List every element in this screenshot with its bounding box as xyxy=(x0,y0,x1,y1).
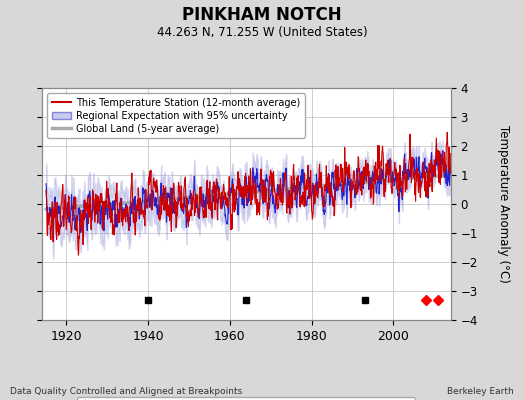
Text: 44.263 N, 71.255 W (United States): 44.263 N, 71.255 W (United States) xyxy=(157,26,367,39)
Y-axis label: Temperature Anomaly (°C): Temperature Anomaly (°C) xyxy=(497,125,510,283)
Text: PINKHAM NOTCH: PINKHAM NOTCH xyxy=(182,6,342,24)
Text: Data Quality Controlled and Aligned at Breakpoints: Data Quality Controlled and Aligned at B… xyxy=(10,387,243,396)
Text: Berkeley Earth: Berkeley Earth xyxy=(447,387,514,396)
Legend: Station Move, Record Gap, Time of Obs. Change, Empirical Break: Station Move, Record Gap, Time of Obs. C… xyxy=(77,397,416,400)
